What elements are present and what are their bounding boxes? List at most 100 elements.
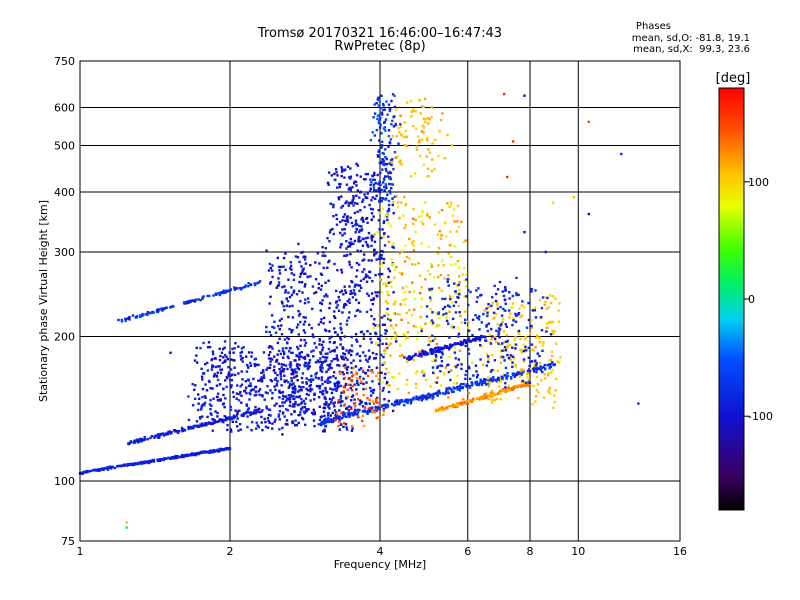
echo-point	[425, 353, 429, 356]
echo-point	[388, 182, 391, 186]
echo-point	[448, 405, 451, 408]
echo-point	[397, 205, 400, 209]
echo-point	[485, 323, 488, 327]
echo-point	[543, 303, 546, 306]
echo-point	[321, 361, 324, 365]
echo-point	[427, 339, 430, 342]
echo-point	[382, 282, 385, 285]
echo-point	[511, 140, 515, 143]
echo-point	[412, 207, 415, 211]
echo-point	[271, 264, 274, 267]
echo-point	[350, 292, 354, 295]
echo-point	[387, 317, 390, 321]
echo-point	[457, 402, 460, 405]
echo-point	[380, 111, 384, 114]
echo-point	[463, 310, 467, 313]
echo-point	[363, 193, 366, 196]
echo-point	[417, 398, 420, 401]
echo-point	[462, 382, 465, 386]
echo-point	[454, 263, 457, 266]
echo-point	[209, 399, 212, 402]
echo-point	[361, 216, 364, 220]
echo-point	[298, 413, 302, 417]
echo-point	[406, 336, 409, 339]
echo-point	[380, 290, 383, 293]
echo-point	[498, 328, 501, 331]
echo-point	[359, 310, 362, 313]
echo-point	[362, 253, 366, 256]
echo-point	[477, 336, 480, 339]
echo-point	[378, 198, 382, 202]
echo-point	[293, 405, 296, 408]
echo-point	[292, 291, 295, 294]
echo-point	[328, 240, 331, 243]
echo-point	[96, 468, 100, 471]
echo-point	[374, 197, 377, 200]
echo-point	[213, 372, 216, 376]
echo-point	[200, 408, 203, 411]
echo-point	[587, 212, 590, 216]
echo-point	[384, 167, 387, 171]
echo-point	[494, 292, 498, 296]
echo-point	[355, 194, 358, 197]
echo-point	[389, 224, 392, 227]
echo-point	[161, 457, 164, 461]
echo-point	[384, 184, 388, 187]
echo-point	[235, 392, 239, 395]
echo-point	[354, 314, 357, 318]
echo-point	[318, 262, 321, 265]
echo-point	[386, 307, 389, 311]
echo-point	[266, 391, 269, 395]
echo-point	[402, 214, 405, 217]
echo-point	[376, 114, 380, 118]
echo-point	[422, 163, 426, 166]
echo-point	[357, 238, 360, 241]
echo-point	[326, 352, 329, 355]
echo-point	[366, 244, 369, 247]
echo-point	[303, 355, 307, 359]
echo-point	[388, 384, 391, 387]
echo-point	[542, 396, 546, 399]
echo-point	[370, 292, 374, 295]
echo-point	[369, 138, 372, 142]
echo-point	[319, 351, 322, 354]
echo-point	[480, 345, 483, 348]
phase-colorbar	[718, 87, 745, 511]
echo-point	[522, 349, 526, 353]
echo-point	[409, 398, 413, 401]
echo-point	[350, 361, 353, 365]
echo-point	[364, 195, 367, 199]
echo-point	[276, 256, 279, 260]
echo-point	[548, 386, 552, 390]
echo-point	[356, 249, 359, 252]
echo-point	[355, 372, 358, 376]
echo-point	[402, 332, 405, 336]
echo-point	[278, 337, 281, 340]
echo-point	[539, 365, 542, 368]
echo-point	[232, 359, 235, 362]
echo-point	[235, 420, 238, 423]
echo-point	[544, 368, 547, 371]
echo-point	[149, 459, 152, 462]
echo-point	[504, 388, 507, 391]
echo-point	[462, 398, 465, 401]
echo-point	[533, 367, 536, 370]
echo-point	[375, 400, 378, 403]
echo-point	[301, 381, 304, 384]
echo-point	[304, 341, 308, 345]
echo-point	[441, 406, 444, 409]
echo-point	[434, 357, 437, 361]
echo-point	[395, 195, 398, 198]
echo-point	[317, 396, 321, 399]
echo-point	[515, 373, 518, 377]
echo-point	[387, 145, 390, 148]
echo-point	[203, 401, 207, 404]
echo-point	[447, 252, 450, 255]
echo-point	[356, 408, 360, 411]
echo-point	[377, 378, 380, 381]
echo-point	[453, 387, 457, 390]
echo-point	[120, 318, 123, 322]
echo-point	[377, 121, 380, 124]
echo-point	[314, 373, 317, 376]
echo-point	[345, 247, 348, 250]
